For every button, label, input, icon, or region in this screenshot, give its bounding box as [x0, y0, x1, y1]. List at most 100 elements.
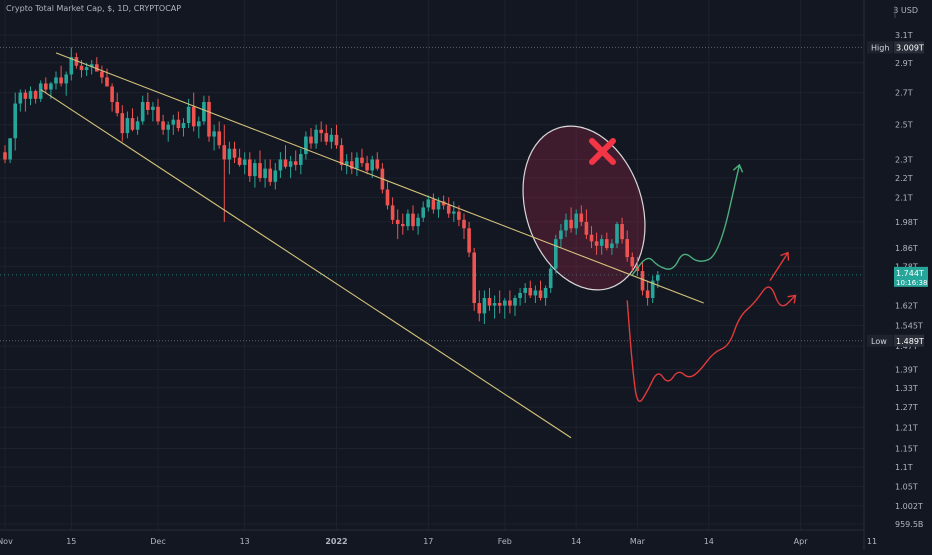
y-tick-label: 1.86T [895, 244, 918, 253]
y-tick-label: 1.05T [895, 482, 918, 491]
candle [237, 157, 242, 165]
candle [151, 106, 155, 110]
candle [497, 303, 502, 306]
candle [528, 287, 533, 296]
y-tick-label: 959.5B [895, 520, 923, 529]
candle [18, 92, 23, 104]
candle [23, 92, 28, 99]
candle [416, 217, 420, 227]
high-label-bg [867, 41, 893, 54]
candle [115, 101, 119, 114]
candle [309, 136, 313, 144]
candle [273, 170, 278, 182]
candle [176, 119, 181, 129]
candle [69, 57, 74, 75]
candle [197, 121, 201, 127]
y-tick-label: 2.5T [895, 121, 913, 130]
candle [130, 118, 135, 130]
candle [421, 207, 425, 218]
candle [319, 129, 323, 134]
last-price-tag [894, 266, 928, 287]
candle [610, 243, 614, 248]
candle [645, 290, 650, 298]
candle [212, 131, 216, 137]
x-tick-label: Feb [498, 537, 512, 546]
red-arrowhead-down [787, 294, 797, 304]
low-value-bg [894, 334, 924, 347]
candle [8, 138, 12, 160]
highlight-ellipse [522, 125, 646, 291]
candle [446, 205, 451, 214]
candle [135, 121, 140, 130]
x-tick-label: 2022 [325, 537, 347, 546]
candle [84, 67, 89, 71]
candle [441, 201, 446, 206]
candle [54, 77, 58, 84]
y-tick-label: 1.39T [895, 365, 918, 374]
candle [395, 219, 400, 225]
candle [492, 303, 497, 306]
y-tick-label: 1.15T [895, 444, 918, 453]
candle [105, 77, 109, 87]
candle [350, 161, 354, 169]
y-tick-label: 1.545T [895, 321, 923, 330]
candle [33, 91, 38, 99]
candle [207, 101, 211, 137]
candle [166, 124, 170, 130]
candle [594, 241, 599, 246]
y-tick-label: 2.2T [895, 174, 913, 183]
x-tick-label: Dec [150, 537, 165, 546]
candle [278, 159, 283, 171]
candle [222, 145, 227, 160]
candle [518, 292, 522, 298]
candle [533, 290, 538, 296]
y-tick-label: 2.3T [895, 155, 913, 164]
candle [548, 268, 553, 288]
high-value-bg [894, 41, 924, 54]
candle [559, 230, 563, 240]
candle [59, 77, 63, 84]
candle [100, 71, 104, 78]
currency-label: 3 USD [893, 6, 918, 15]
candle [385, 189, 390, 206]
candle [472, 252, 476, 304]
x-tick-label: Nov [0, 537, 13, 546]
candle [339, 145, 344, 165]
candle [329, 134, 334, 142]
x-tick-label: 11 [867, 537, 877, 546]
candle [406, 213, 410, 227]
candle [161, 121, 165, 130]
candle [49, 83, 53, 90]
y-tick-label: 1.27T [895, 403, 918, 412]
candle [253, 163, 257, 177]
candle [625, 239, 629, 258]
candle [263, 168, 267, 178]
candle [293, 161, 298, 165]
candle [390, 205, 395, 220]
x-tick-label: 15 [66, 537, 76, 546]
candle [584, 221, 589, 235]
low-value: 1.489T [896, 337, 924, 346]
candle [640, 271, 645, 291]
y-tick-label: 3.1T [895, 31, 913, 40]
green-arrowhead [732, 163, 744, 173]
candle [431, 199, 436, 210]
candle [299, 154, 303, 165]
candle [44, 83, 48, 90]
candle [401, 224, 405, 227]
candle [370, 159, 374, 171]
candle [79, 65, 84, 71]
candle [268, 168, 272, 182]
candle [38, 83, 43, 99]
y-tick-label: 2.9T [895, 59, 913, 68]
candle [171, 119, 176, 125]
low-label: Low [871, 337, 887, 346]
candle [523, 287, 527, 293]
chart-title: Crypto Total Market Cap, $, 1D, CRYPTOCA… [6, 4, 182, 13]
y-tick-label: 1.1T [895, 463, 913, 472]
candle [630, 257, 635, 267]
candle [426, 199, 431, 208]
candle [650, 280, 655, 298]
